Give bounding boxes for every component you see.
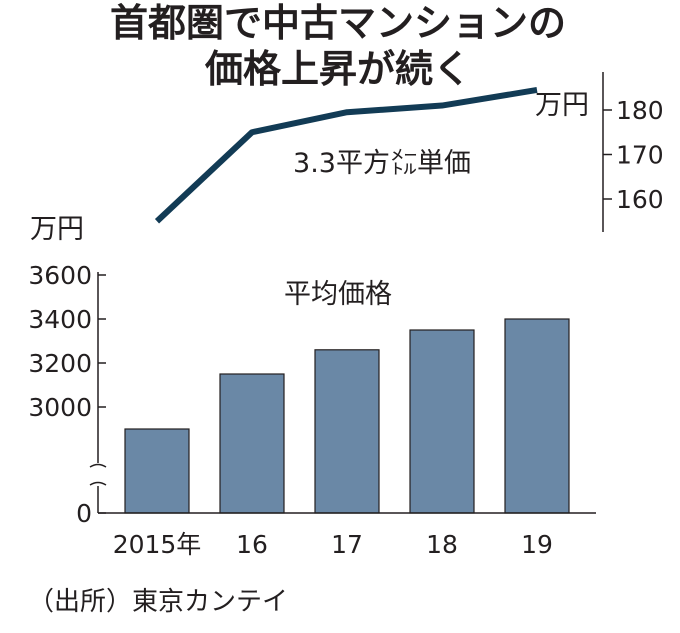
line-unit-label: 万円 (535, 90, 589, 121)
line-y-tick-label: 160 (616, 185, 664, 214)
bar-unit-label: 万円 (30, 214, 84, 245)
chart-title-line1: 首都圏で中古マンションの (110, 1, 566, 45)
line-series-label: 3.3平方㍍単価 (293, 148, 471, 179)
bar-y-tick-label: 3400 (28, 305, 92, 334)
chart-title-line2: 価格上昇が続く (204, 47, 471, 91)
axis-break-mark (89, 463, 107, 486)
bar (124, 428, 190, 514)
line-y-ticks: 160 170 180 (603, 96, 664, 214)
line-y-tick-label: 170 (616, 141, 664, 170)
source-note: （出所）東京カンテイ (28, 587, 288, 617)
bar-y-tick-label: 3200 (28, 349, 92, 378)
unit-price-line-chart: 160 170 180 万円 3.3平方㍍単価 (154, 72, 664, 232)
bar-y-tick-label: 0 (76, 499, 92, 528)
bar-y-tick-label: 3000 (28, 393, 92, 422)
average-price-bar-chart: 万円 平均価格 0 3000 3200 3400 3600 2015年 16 17 18 19 (28, 214, 596, 559)
bar (314, 349, 380, 514)
unit-price-line (154, 87, 538, 224)
bar-y-tick-label: 3600 (28, 261, 92, 290)
bar (504, 318, 570, 514)
line-y-tick-label: 180 (616, 96, 664, 125)
bar-series-label: 平均価格 (284, 279, 392, 310)
bars (124, 318, 570, 514)
line-plot (154, 87, 538, 224)
x-tick-label: 19 (521, 530, 553, 559)
x-tick-label: 2015年 (113, 530, 202, 559)
bar (219, 373, 285, 514)
x-axis-labels: 2015年 16 17 18 19 (113, 530, 553, 559)
bar (409, 329, 475, 514)
bar-y-ticks: 0 3000 3200 3400 3600 (28, 261, 106, 528)
x-tick-label: 18 (426, 530, 458, 559)
x-tick-label: 17 (331, 530, 363, 559)
x-tick-label: 16 (236, 530, 268, 559)
